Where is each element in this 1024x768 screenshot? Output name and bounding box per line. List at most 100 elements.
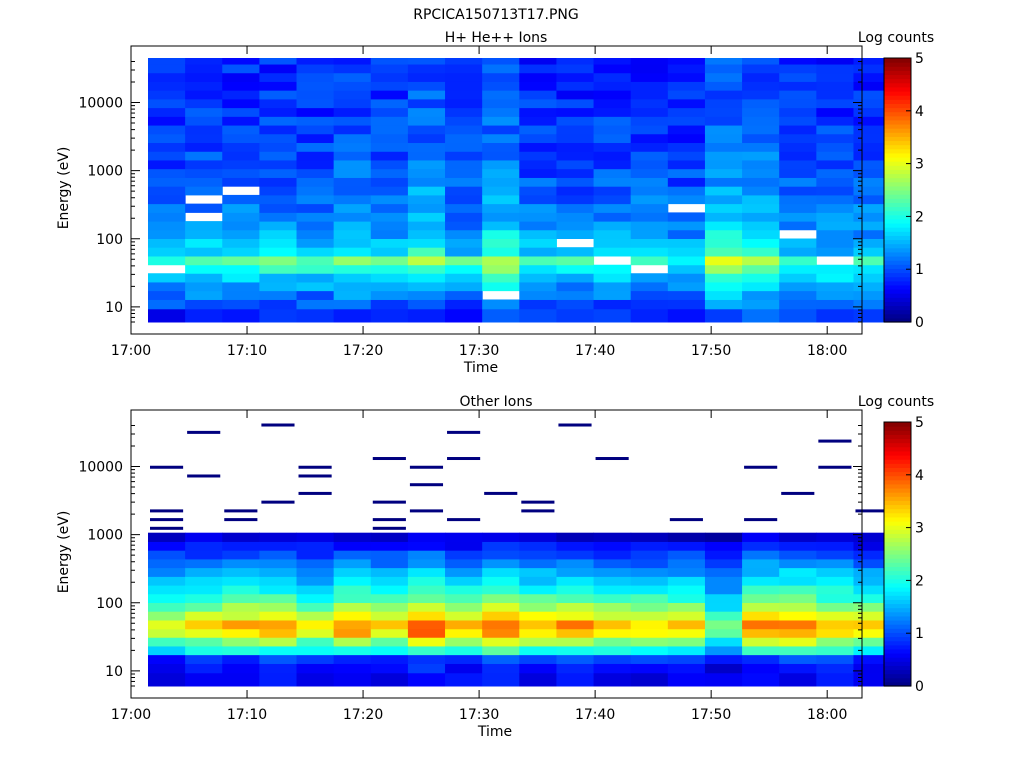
colorbar-segment [884, 177, 911, 183]
heatmap-cell [148, 628, 186, 638]
heatmap-cell [370, 116, 409, 126]
heatmap-cell [630, 255, 669, 266]
heatmap-cell [259, 567, 298, 577]
heatmap-cell [779, 159, 817, 170]
heatmap-cell [853, 194, 892, 205]
heatmap-cell [333, 654, 372, 664]
colorbar-tick-label: 1 [915, 626, 924, 642]
x-tick-label: 17:10 [227, 343, 267, 359]
heatmap-cell [593, 308, 632, 323]
heatmap-cell [519, 194, 557, 205]
heatmap-cell [704, 98, 743, 109]
heatmap-cell [742, 177, 780, 187]
heatmap-cell [185, 602, 223, 612]
colorbar-segment [884, 247, 911, 253]
heatmap-cell [630, 308, 669, 323]
heatmap-cell [185, 672, 223, 687]
heatmap-cell [593, 90, 632, 100]
colorbar-segment [884, 661, 911, 666]
colorbar-segment [884, 202, 911, 208]
heatmap-cell [222, 663, 260, 674]
heatmap-cell [816, 264, 854, 274]
heatmap-cell [816, 194, 854, 205]
heatmap-cell [445, 116, 483, 126]
heatmap-cell [407, 550, 446, 560]
heatmap-cell [519, 264, 557, 274]
heatmap-cell [407, 142, 446, 152]
heatmap-cell [853, 159, 892, 170]
heatmap-cell [296, 602, 335, 612]
heatmap-cell [445, 247, 483, 257]
heatmap-cell [630, 628, 669, 638]
heatmap-cell [779, 273, 817, 283]
heatmap-cell [704, 151, 743, 161]
heatmap-cell [222, 619, 260, 630]
heatmap-cell [853, 532, 892, 542]
heatmap-cell [185, 645, 223, 656]
heatmap-cell [333, 116, 372, 126]
heatmap-cell [370, 159, 409, 170]
heatmap-cell [185, 550, 223, 560]
heatmap-cell [259, 116, 298, 126]
heatmap-cell [333, 203, 372, 213]
heatmap-cell [853, 654, 892, 664]
heatmap-cell [593, 602, 632, 612]
colorbar-segment [884, 157, 911, 162]
heatmap-cell [667, 255, 706, 266]
figure-title: RPCICA150713T17.PNG [413, 7, 578, 23]
colorbar-segment [884, 620, 911, 625]
colorbar-tick-label: 5 [915, 415, 924, 431]
heatmap-cell [482, 90, 520, 100]
heatmap-cell [445, 593, 483, 603]
x-tick-label: 17:40 [575, 343, 615, 359]
heatmap-cell [742, 64, 780, 74]
heatmap-cell [482, 72, 520, 82]
colorbar-segment [884, 231, 911, 236]
heatmap-cell [445, 619, 483, 630]
heatmap-cell [816, 107, 854, 117]
heatmap-cell [333, 90, 372, 100]
heatmap-cell [148, 255, 186, 266]
heatmap-cell [704, 654, 743, 664]
heatmap-cell [519, 58, 557, 65]
heatmap-cell [370, 619, 409, 630]
heatmap-cell [667, 299, 706, 310]
heatmap-cell [222, 229, 260, 239]
heatmap-cell [742, 125, 780, 135]
heatmap-cell [370, 299, 409, 310]
heatmap-cell [259, 602, 298, 612]
heatmap-cell [185, 273, 223, 283]
heatmap-cell [296, 585, 335, 595]
heatmap-cell [296, 203, 335, 213]
heatmap-cell [816, 672, 854, 687]
heatmap-cell [445, 107, 483, 117]
heatmap-cell [593, 663, 632, 674]
heatmap-cell [296, 637, 335, 647]
heatmap-cell [704, 619, 743, 630]
y-tick-label: 10000 [78, 460, 123, 476]
heatmap-cell [742, 593, 780, 603]
heatmap-cell [742, 159, 780, 170]
heatmap-cell [445, 541, 483, 551]
heatmap-cell [259, 194, 298, 205]
colorbar-segment [884, 297, 911, 302]
heatmap-cell [816, 567, 854, 577]
heatmap-cell [556, 281, 595, 292]
heatmap-cell [296, 255, 335, 266]
heatmap-cell [222, 238, 260, 248]
heatmap-cell [853, 299, 892, 310]
heatmap-cell [148, 194, 186, 205]
heatmap-cell [370, 541, 409, 551]
heatmap-cell [779, 168, 817, 178]
heatmap-cell [667, 611, 706, 621]
heatmap-cell [742, 107, 780, 117]
heatmap-cell [370, 264, 409, 274]
heatmap-cell [296, 186, 335, 196]
heatmap-cell [445, 81, 483, 91]
heatmap-cell [261, 423, 295, 427]
colorbar-segment [884, 276, 911, 282]
heatmap-cell [667, 186, 706, 196]
heatmap-cell [704, 203, 743, 213]
heatmap-cell [630, 247, 669, 257]
heatmap-cell [296, 290, 335, 300]
